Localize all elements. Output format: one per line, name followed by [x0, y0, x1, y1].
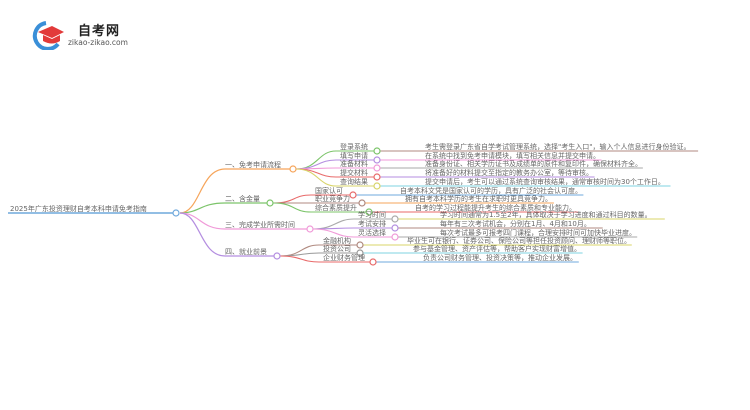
leaf-link [272, 202, 366, 213]
leaf-detail: 准备身份证、相关学历证书及成绩单的原件和复印件，确保材料齐全。 [425, 159, 642, 168]
leaf-topic[interactable]: 登录系统 [340, 142, 368, 151]
leaf-detail: 自考本科文凭是国家认可的学历，具有广泛的社会认可度。 [400, 186, 582, 195]
leaf-detail: 在系统中找到免考申请模块，填写相关信息并提交申请。 [425, 151, 600, 160]
branch-link [179, 212, 307, 230]
leaf-node-toggle[interactable] [373, 182, 381, 190]
root-topic[interactable]: 2025年广东投资理财自考本科申请免考指南 [10, 204, 147, 213]
leaf-detail: 毕业生可在银行、证券公司、保险公司等担任投资顾问、理财师等职位。 [407, 236, 631, 245]
leaf-node-toggle[interactable] [373, 156, 381, 164]
leaf-detail: 每次考试最多可报考四门课程，合理安排时间可加快毕业进度。 [440, 228, 636, 237]
leaf-topic[interactable]: 学习时间 [358, 210, 386, 219]
logo-title: 自考网 [78, 24, 121, 39]
graduation-cap-icon [32, 21, 64, 50]
leaf-detail: 将准备好的材料提交至指定的教务办公室，等待审核。 [425, 168, 593, 177]
leaf-node-toggle[interactable] [373, 173, 381, 181]
root-node-toggle[interactable] [172, 209, 180, 217]
leaf-topic[interactable]: 国家认可 [315, 186, 343, 195]
leaf-link [312, 228, 392, 238]
leaf-detail: 学习时间通常为1.5至2年，具体取决于学习进度和通过科目的数量。 [440, 210, 652, 219]
leaf-node-toggle[interactable] [365, 208, 373, 216]
leaf-node-toggle[interactable] [391, 215, 399, 223]
leaf-detail: 拥有自考本科学历的考生在求职时更具竞争力。 [405, 194, 552, 203]
leaf-node-toggle[interactable] [391, 233, 399, 241]
branch-topic[interactable]: 三、完成学业所需时间 [225, 220, 295, 229]
leaf-topic[interactable]: 职业竞争力 [315, 194, 350, 203]
branch-link [179, 212, 274, 257]
leaf-node-toggle[interactable] [369, 258, 377, 266]
leaf-detail: 考生需登录广东省自学考试管理系统，选择"考生入口"，输入个人信息进行身份验证。 [425, 142, 690, 151]
leaf-link [295, 168, 374, 187]
leaf-node-toggle[interactable] [373, 147, 381, 155]
leaf-node-toggle[interactable] [358, 199, 366, 207]
leaf-topic[interactable]: 金融机构 [323, 236, 351, 245]
branch-topic[interactable]: 一、免考申请流程 [225, 160, 281, 169]
leaf-topic[interactable]: 考试安排 [358, 219, 386, 228]
branch-node-toggle[interactable] [266, 199, 274, 207]
leaf-topic[interactable]: 综合素质提升 [315, 203, 357, 212]
branch-node-toggle[interactable] [273, 252, 281, 260]
branch-link [179, 168, 290, 214]
branch-node-toggle[interactable] [306, 225, 314, 233]
leaf-topic[interactable]: 填写申请 [340, 151, 368, 160]
branch-link [179, 202, 267, 214]
leaf-topic[interactable]: 准备材料 [340, 159, 368, 168]
leaf-detail: 参与基金管理、资产评估等，帮助客户实现财富增值。 [413, 244, 581, 253]
branch-node-toggle[interactable] [289, 165, 297, 173]
leaf-topic[interactable]: 查询结果 [340, 177, 368, 186]
leaf-detail: 每年有三次考试机会，分别在1月、4月和10月。 [440, 219, 591, 228]
leaf-node-toggle[interactable] [356, 249, 364, 257]
logo-subtitle: zikao-zikao.com [68, 38, 128, 47]
leaf-node-toggle[interactable] [349, 191, 357, 199]
leaf-node-toggle[interactable] [356, 241, 364, 249]
leaf-topic[interactable]: 灵活选择 [358, 228, 386, 237]
leaf-detail: 提交申请后，考生可以通过系统查询审核结果，通常审核时间为30个工作日。 [425, 177, 665, 186]
leaf-topic[interactable]: 提交材料 [340, 168, 368, 177]
leaf-topic[interactable]: 企业财务管理 [323, 253, 365, 262]
branch-topic[interactable]: 四、就业前景 [225, 247, 267, 256]
leaf-detail: 负责公司财务管理、投资决策等，推动企业发展。 [423, 253, 577, 262]
leaf-link [279, 255, 370, 263]
logo: 自考网 zikao-zikao.com [30, 20, 150, 50]
leaf-detail: 自考的学习过程能提升考生的综合素质和专业能力。 [415, 203, 576, 212]
leaf-topic[interactable]: 投资公司 [323, 244, 351, 253]
leaf-node-toggle[interactable] [373, 164, 381, 172]
leaf-node-toggle[interactable] [391, 224, 399, 232]
branch-topic[interactable]: 二、含金量 [225, 194, 260, 203]
